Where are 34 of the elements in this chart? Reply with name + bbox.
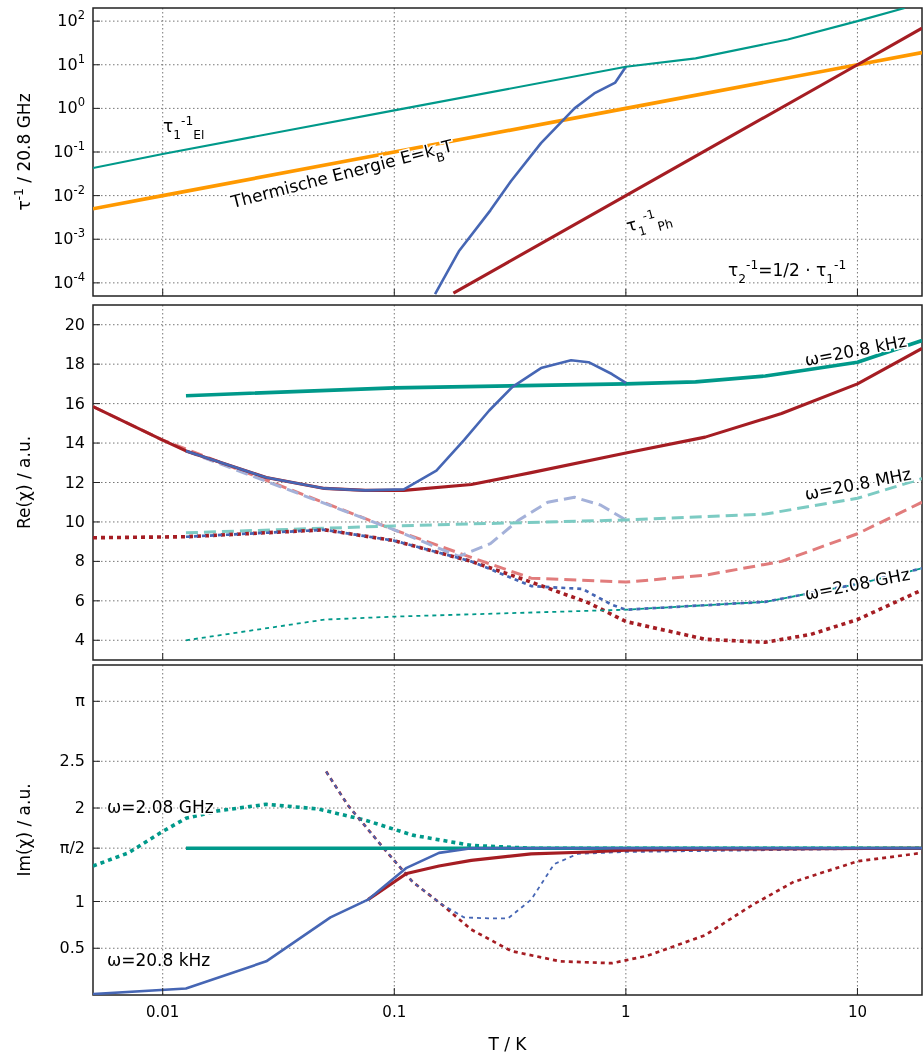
y-tick-label: 10$^{-4}$ [53, 269, 85, 292]
y-tick-label: 12 [64, 472, 85, 492]
y-tick-label: 2 [74, 798, 85, 818]
x-tick-label: 0.01 [146, 1003, 180, 1021]
y-tick-label: 18 [64, 354, 85, 374]
annotation: ω=2.08 GHz [107, 797, 214, 817]
y-tick-label: 4 [74, 630, 85, 650]
y-tick-label: 10$^{-3}$ [53, 226, 85, 249]
y-tick-label: 10$^{0}$ [57, 95, 85, 118]
y-tick-label: 0.5 [59, 938, 85, 958]
y-tick-label: π [75, 691, 86, 711]
y-tick-label: 10$^{2}$ [57, 8, 85, 31]
y-tick-label: 10$^{-1}$ [53, 139, 85, 161]
x-tick-label: 10 [847, 1003, 867, 1021]
y-tick-label: 10$^{1}$ [57, 51, 85, 74]
y-tick-label: 20 [64, 314, 85, 334]
x-axis-title: T / K [487, 1034, 528, 1054]
y-tick-label: 10$^{-2}$ [53, 182, 85, 205]
y-tick-label: 10 [64, 511, 85, 531]
y-tick-label: 2.5 [59, 751, 85, 771]
y-tick-label: 8 [74, 551, 85, 571]
x-tick-label: 1 [621, 1003, 631, 1021]
y-tick-label: 6 [74, 590, 85, 610]
annotation: ω=20.8 MHz [802, 463, 913, 504]
y-axis-title: Im(χ) / a.u. [14, 783, 34, 877]
annotation: ω=20.8 kHz [107, 950, 211, 970]
y-tick-label: π/2 [59, 838, 85, 858]
annotation: ω=2.08 GHz [802, 563, 912, 604]
x-tick-label: 0.1 [382, 1003, 407, 1021]
y-tick-label: 1 [74, 891, 85, 911]
annotation: ω=20.8 kHz [802, 330, 909, 370]
y-axis-title: Re(χ) / a.u. [14, 435, 34, 530]
y-tick-label: 16 [64, 393, 85, 413]
y-tick-label: 14 [64, 433, 85, 453]
